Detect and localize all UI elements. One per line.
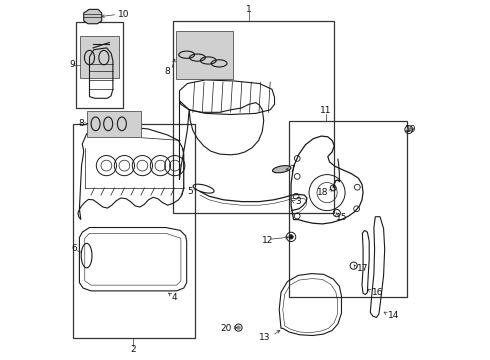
Polygon shape — [84, 9, 102, 24]
Text: 7: 7 — [289, 165, 294, 174]
Bar — [76, 22, 122, 108]
Text: 4: 4 — [172, 292, 177, 302]
Text: 8: 8 — [78, 120, 84, 129]
Text: 11: 11 — [320, 107, 332, 115]
Text: 20: 20 — [220, 324, 231, 333]
Bar — [80, 36, 119, 78]
Text: 9: 9 — [69, 60, 75, 69]
Text: 10: 10 — [118, 10, 130, 19]
Bar — [176, 31, 233, 79]
Text: 18: 18 — [317, 188, 328, 197]
Text: 2: 2 — [130, 345, 136, 354]
Text: 19: 19 — [405, 125, 416, 134]
Text: 8: 8 — [164, 68, 170, 77]
Bar — [173, 21, 334, 213]
Text: 15: 15 — [336, 213, 347, 222]
Text: 1: 1 — [245, 4, 251, 13]
Circle shape — [407, 128, 411, 131]
Bar — [289, 121, 407, 297]
Text: 3: 3 — [295, 197, 301, 206]
Text: 13: 13 — [259, 333, 270, 342]
Text: 14: 14 — [388, 310, 400, 320]
Text: 12: 12 — [262, 236, 273, 245]
Circle shape — [237, 326, 240, 329]
Text: 16: 16 — [372, 288, 383, 297]
Text: 6: 6 — [72, 244, 77, 253]
Text: 17: 17 — [357, 264, 369, 273]
Text: 5: 5 — [187, 187, 193, 196]
Ellipse shape — [272, 166, 291, 173]
Circle shape — [289, 235, 293, 239]
Bar — [73, 124, 195, 338]
Bar — [87, 111, 141, 137]
